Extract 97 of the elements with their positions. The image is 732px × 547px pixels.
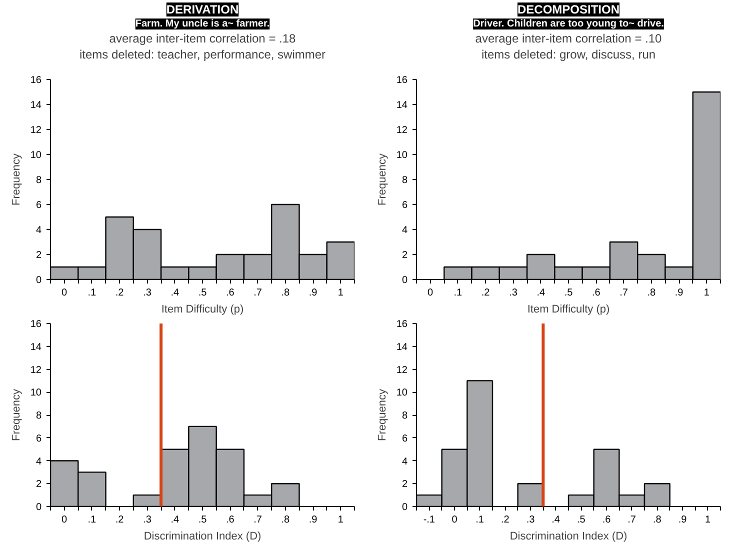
- x-tick-label: .2: [115, 514, 124, 526]
- x-tick-label: .6: [592, 288, 601, 298]
- x-tick-label: .7: [254, 288, 262, 298]
- y-tick-label: 0: [402, 502, 408, 513]
- y-tick-label: 16: [396, 319, 408, 330]
- text: average inter-item correlation = .10: [475, 32, 662, 46]
- chart-subtitle: Farm. My uncle is a~ farmer.: [135, 18, 270, 30]
- x-tick-label: .4: [170, 514, 180, 526]
- y-tick-label: 8: [36, 175, 42, 186]
- chart-title: DERIVATION: [166, 2, 239, 16]
- y-tick-label: 0: [36, 502, 42, 513]
- x-tick-label: .9: [308, 288, 318, 298]
- x-tick-label: 0: [452, 514, 458, 526]
- y-axis-title: Frequency: [10, 153, 22, 206]
- x-tick-label: 1: [338, 514, 344, 526]
- y-tick-label: 4: [402, 456, 408, 468]
- x-tick-label: .8: [281, 288, 290, 298]
- x-tick-label: .5: [198, 288, 208, 298]
- x-tick-label: .8: [652, 514, 662, 526]
- x-tick-label: 0: [62, 288, 68, 298]
- x-tick-label: .1: [88, 514, 97, 526]
- y-tick-label: 14: [30, 342, 42, 353]
- y-tick-label: 0: [36, 275, 42, 286]
- x-tick-label: .1: [476, 514, 484, 526]
- x-tick-label: .7: [620, 288, 628, 298]
- y-axis-title: Frequency: [10, 388, 22, 441]
- y-tick-label: 0: [402, 275, 408, 286]
- y-tick-label: 10: [396, 388, 408, 399]
- x-tick-label: .2: [481, 288, 490, 298]
- x-tick-label: .3: [509, 288, 518, 298]
- y-tick-label: 8: [402, 175, 408, 186]
- x-tick-label: .7: [254, 514, 262, 526]
- x-tick-label: .6: [226, 514, 235, 526]
- y-tick-label: 8: [36, 410, 42, 422]
- x-tick-label: .9: [674, 288, 684, 298]
- text: items deleted: grow, discuss, run: [481, 48, 656, 62]
- text: items deleted: teacher, performance, swimmer: [79, 48, 326, 62]
- x-tick-label: 1: [704, 288, 710, 298]
- y-tick-label: 2: [402, 250, 408, 261]
- y-tick-label: 6: [36, 433, 42, 444]
- x-tick-label: .6: [226, 288, 235, 298]
- y-tick-label: 6: [402, 433, 408, 444]
- y-tick-label: 2: [36, 250, 42, 261]
- y-tick-label: 12: [396, 364, 408, 376]
- y-tick-label: 10: [30, 388, 42, 399]
- y-tick-label: 16: [396, 75, 408, 86]
- y-tick-label: 16: [30, 75, 42, 86]
- x-tick-label: .5: [564, 288, 574, 298]
- y-tick-label: 4: [402, 225, 408, 236]
- y-tick-label: 6: [402, 200, 408, 211]
- y-tick-label: 10: [396, 150, 408, 161]
- y-tick-label: 2: [36, 479, 42, 490]
- x-tick-label: .4: [552, 514, 560, 526]
- chart-title: DECOMPOSITION: [517, 2, 620, 16]
- x-tick-label: .4: [536, 288, 546, 298]
- x-tick-label: .3: [143, 288, 152, 298]
- x-tick-label: .1: [454, 288, 463, 298]
- y-tick-label: 16: [30, 319, 42, 330]
- x-tick-label: .1: [88, 288, 97, 298]
- x-tick-label: .8: [281, 514, 290, 526]
- x-tick-label: .2: [500, 514, 510, 526]
- y-tick-label: 14: [396, 100, 408, 111]
- x-axis-title: Discrimination Index (D): [144, 530, 262, 542]
- x-tick-label: .3: [143, 514, 152, 526]
- x-tick-label: .5: [576, 514, 586, 526]
- y-tick-label: 14: [30, 100, 42, 111]
- x-tick-label: .4: [170, 288, 180, 298]
- y-tick-label: 12: [396, 125, 408, 136]
- y-axis-title: Frequency: [376, 153, 388, 206]
- y-tick-label: 8: [402, 410, 408, 422]
- y-tick-label: 14: [396, 342, 408, 353]
- y-tick-label: 6: [36, 200, 42, 211]
- x-tick-label: .9: [308, 514, 318, 526]
- y-tick-label: 4: [36, 225, 42, 236]
- text: average inter-item correlation = .18: [109, 32, 296, 46]
- x-tick-label: .8: [647, 288, 656, 298]
- x-tick-label: 0: [428, 288, 434, 298]
- y-tick-label: 12: [30, 125, 42, 136]
- x-tick-label: 0: [62, 514, 68, 526]
- y-tick-label: 2: [402, 479, 408, 490]
- x-tick-label: .5: [198, 514, 208, 526]
- y-tick-label: 10: [30, 150, 42, 161]
- x-tick-label: -.1: [423, 514, 436, 526]
- x-axis-title: Discrimination Index (D): [510, 530, 628, 542]
- x-tick-label: .6: [602, 514, 612, 526]
- chart-subtitle: Driver. Children are too young to~ drive.: [473, 18, 664, 30]
- x-axis-title: Item Difficulty (p): [527, 304, 610, 316]
- x-tick-label: .3: [526, 514, 536, 526]
- y-tick-label: 12: [30, 364, 42, 376]
- y-axis-title: Frequency: [376, 388, 388, 441]
- x-tick-label: .2: [115, 288, 124, 298]
- x-tick-label: .7: [628, 514, 636, 526]
- x-axis-title: Item Difficulty (p): [161, 304, 244, 316]
- x-tick-label: 1: [338, 288, 344, 298]
- x-tick-label: 1: [705, 514, 712, 526]
- x-tick-label: .9: [678, 514, 688, 526]
- y-tick-label: 4: [36, 456, 42, 468]
